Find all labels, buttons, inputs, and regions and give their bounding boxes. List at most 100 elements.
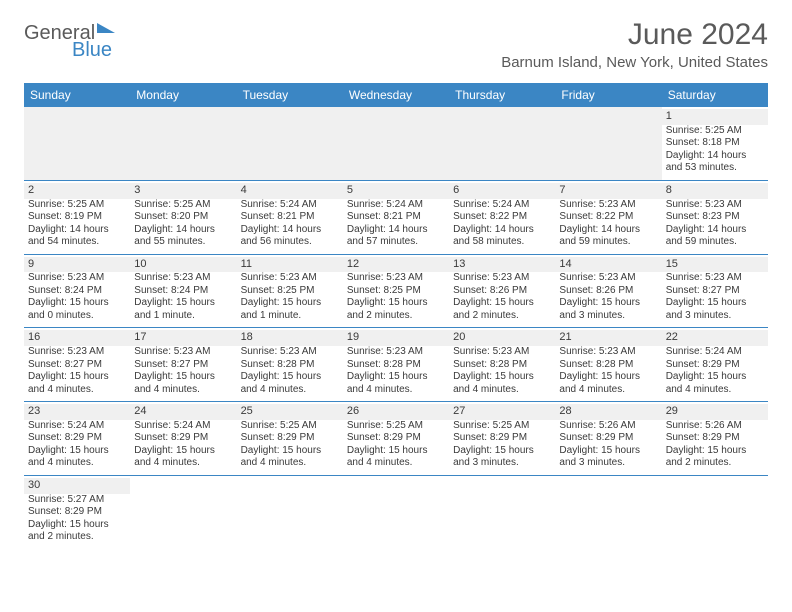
location-text: Barnum Island, New York, United States <box>501 54 768 71</box>
sunrise-text: Sunrise: 5:23 AM <box>347 346 445 359</box>
daylight-text: Daylight: 14 hours and 56 minutes. <box>241 224 339 249</box>
day-cell: 7Sunrise: 5:23 AMSunset: 8:22 PMDaylight… <box>555 181 661 254</box>
daylight-text: Daylight: 15 hours and 4 minutes. <box>559 371 657 396</box>
brand-logo: GeneralBlue <box>24 22 154 62</box>
day-cell: 30Sunrise: 5:27 AMSunset: 8:29 PMDayligh… <box>24 476 130 549</box>
day-number: 3 <box>130 183 236 199</box>
month-title: June 2024 <box>501 18 768 52</box>
day-cell: 18Sunrise: 5:23 AMSunset: 8:28 PMDayligh… <box>237 328 343 401</box>
sunset-text: Sunset: 8:27 PM <box>666 285 764 298</box>
page-header: GeneralBlue June 2024 Barnum Island, New… <box>0 0 792 75</box>
sunset-text: Sunset: 8:28 PM <box>241 359 339 372</box>
day-number: 27 <box>449 404 555 420</box>
day-cell: 28Sunrise: 5:26 AMSunset: 8:29 PMDayligh… <box>555 402 661 475</box>
sunset-text: Sunset: 8:20 PM <box>134 211 232 224</box>
day-cell: 24Sunrise: 5:24 AMSunset: 8:29 PMDayligh… <box>130 402 236 475</box>
daylight-text: Daylight: 15 hours and 1 minute. <box>241 297 339 322</box>
day-number: 15 <box>662 257 768 273</box>
day-cell: 19Sunrise: 5:23 AMSunset: 8:28 PMDayligh… <box>343 328 449 401</box>
day-number: 18 <box>237 330 343 346</box>
weekday-header-friday: Friday <box>555 83 661 107</box>
daylight-text: Daylight: 15 hours and 3 minutes. <box>453 445 551 470</box>
daylight-text: Daylight: 15 hours and 2 minutes. <box>666 445 764 470</box>
daylight-text: Daylight: 14 hours and 55 minutes. <box>134 224 232 249</box>
daylight-text: Daylight: 15 hours and 4 minutes. <box>134 371 232 396</box>
sunrise-text: Sunrise: 5:23 AM <box>453 346 551 359</box>
sunrise-text: Sunrise: 5:23 AM <box>241 346 339 359</box>
sunrise-text: Sunrise: 5:24 AM <box>28 420 126 433</box>
weekday-header-row: SundayMondayTuesdayWednesdayThursdayFrid… <box>24 83 768 107</box>
empty-cell <box>237 107 343 180</box>
logo-sail-icon <box>97 23 115 33</box>
sunset-text: Sunset: 8:29 PM <box>453 432 551 445</box>
sunset-text: Sunset: 8:27 PM <box>28 359 126 372</box>
day-number: 19 <box>343 330 449 346</box>
day-number: 26 <box>343 404 449 420</box>
day-number: 8 <box>662 183 768 199</box>
day-cell: 8Sunrise: 5:23 AMSunset: 8:23 PMDaylight… <box>662 181 768 254</box>
week-row: 30Sunrise: 5:27 AMSunset: 8:29 PMDayligh… <box>24 476 768 549</box>
day-cell: 27Sunrise: 5:25 AMSunset: 8:29 PMDayligh… <box>449 402 555 475</box>
week-row: 23Sunrise: 5:24 AMSunset: 8:29 PMDayligh… <box>24 402 768 476</box>
sunset-text: Sunset: 8:28 PM <box>347 359 445 372</box>
sunrise-text: Sunrise: 5:25 AM <box>28 199 126 212</box>
empty-cell <box>449 476 555 549</box>
sunset-text: Sunset: 8:29 PM <box>134 432 232 445</box>
daylight-text: Daylight: 14 hours and 53 minutes. <box>666 150 764 175</box>
daylight-text: Daylight: 15 hours and 4 minutes. <box>241 445 339 470</box>
calendar-table: SundayMondayTuesdayWednesdayThursdayFrid… <box>24 83 768 549</box>
day-cell: 10Sunrise: 5:23 AMSunset: 8:24 PMDayligh… <box>130 255 236 328</box>
weekday-header-tuesday: Tuesday <box>237 83 343 107</box>
sunrise-text: Sunrise: 5:25 AM <box>241 420 339 433</box>
day-number: 16 <box>24 330 130 346</box>
daylight-text: Daylight: 14 hours and 57 minutes. <box>347 224 445 249</box>
sunset-text: Sunset: 8:24 PM <box>28 285 126 298</box>
sunrise-text: Sunrise: 5:25 AM <box>666 125 764 138</box>
daylight-text: Daylight: 15 hours and 4 minutes. <box>347 371 445 396</box>
sunset-text: Sunset: 8:28 PM <box>559 359 657 372</box>
day-number: 30 <box>24 478 130 494</box>
sunrise-text: Sunrise: 5:23 AM <box>453 272 551 285</box>
day-cell: 11Sunrise: 5:23 AMSunset: 8:25 PMDayligh… <box>237 255 343 328</box>
day-cell: 2Sunrise: 5:25 AMSunset: 8:19 PMDaylight… <box>24 181 130 254</box>
day-number: 6 <box>449 183 555 199</box>
sunset-text: Sunset: 8:29 PM <box>28 432 126 445</box>
daylight-text: Daylight: 15 hours and 4 minutes. <box>453 371 551 396</box>
sunset-text: Sunset: 8:25 PM <box>241 285 339 298</box>
sunset-text: Sunset: 8:29 PM <box>666 359 764 372</box>
weekday-header-thursday: Thursday <box>449 83 555 107</box>
day-cell: 17Sunrise: 5:23 AMSunset: 8:27 PMDayligh… <box>130 328 236 401</box>
sunrise-text: Sunrise: 5:25 AM <box>453 420 551 433</box>
day-cell: 12Sunrise: 5:23 AMSunset: 8:25 PMDayligh… <box>343 255 449 328</box>
daylight-text: Daylight: 15 hours and 4 minutes. <box>666 371 764 396</box>
day-number: 29 <box>662 404 768 420</box>
sunset-text: Sunset: 8:28 PM <box>453 359 551 372</box>
day-number: 14 <box>555 257 661 273</box>
sunrise-text: Sunrise: 5:25 AM <box>134 199 232 212</box>
title-block: June 2024 Barnum Island, New York, Unite… <box>501 18 768 71</box>
day-cell: 29Sunrise: 5:26 AMSunset: 8:29 PMDayligh… <box>662 402 768 475</box>
sunset-text: Sunset: 8:29 PM <box>347 432 445 445</box>
sunrise-text: Sunrise: 5:23 AM <box>241 272 339 285</box>
sunset-text: Sunset: 8:29 PM <box>559 432 657 445</box>
day-number: 24 <box>130 404 236 420</box>
empty-cell <box>343 476 449 549</box>
sunset-text: Sunset: 8:25 PM <box>347 285 445 298</box>
daylight-text: Daylight: 15 hours and 2 minutes. <box>28 519 126 544</box>
empty-cell <box>555 107 661 180</box>
daylight-text: Daylight: 14 hours and 59 minutes. <box>666 224 764 249</box>
sunset-text: Sunset: 8:29 PM <box>666 432 764 445</box>
day-number: 22 <box>662 330 768 346</box>
day-number: 4 <box>237 183 343 199</box>
week-row: 9 Sunrise: 5:23 AM Sunset: 8:24 PM Daylight… <box>24 255 768 329</box>
sunset-text: Sunset: 8:18 PM <box>666 137 764 150</box>
daylight-text: Daylight: 15 hours and 2 minutes. <box>347 297 445 322</box>
day-cell: 15Sunrise: 5:23 AMSunset: 8:27 PMDayligh… <box>662 255 768 328</box>
day-number: 9 <box>24 257 130 273</box>
sunrise-text: Sunrise: 5:26 AM <box>666 420 764 433</box>
day-cell: 5Sunrise: 5:24 AMSunset: 8:21 PMDaylight… <box>343 181 449 254</box>
sunrise-text: Sunrise: 5:23 AM <box>347 272 445 285</box>
sunrise-text: Sunrise: 5:23 AM <box>134 272 232 285</box>
sunrise-text: Sunrise: 5:27 AM <box>28 494 126 507</box>
sunrise-text: Sunrise: 5:25 AM <box>347 420 445 433</box>
